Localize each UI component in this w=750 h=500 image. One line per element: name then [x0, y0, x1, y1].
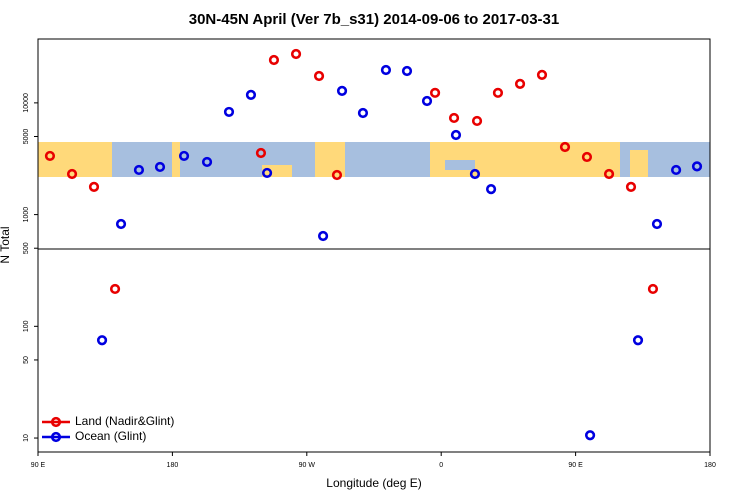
data-point [201, 156, 213, 168]
y-tick-label: 50 [23, 356, 30, 364]
plot-frame [37, 38, 711, 453]
data-point [317, 230, 329, 242]
data-point [448, 112, 460, 124]
data-point [268, 54, 280, 66]
data-point [485, 184, 497, 195]
data-point [109, 283, 121, 295]
data-point [290, 48, 302, 60]
data-point [96, 335, 108, 346]
data-point [401, 65, 413, 77]
data-point [492, 87, 504, 98]
chart-title: 30N-45N April (Ver 7b_s31) 2014-09-06 to… [189, 11, 559, 28]
data-point [632, 335, 644, 346]
x-tick-label: 0 [439, 462, 443, 469]
data-point [133, 164, 145, 176]
data-point [581, 151, 593, 163]
data-point [603, 168, 615, 180]
map-strip [38, 142, 710, 177]
data-point [536, 69, 548, 80]
data-point [313, 70, 325, 82]
data-point [115, 218, 127, 230]
y-tick-label: 500 [23, 242, 30, 254]
x-tick-label: 90 E [31, 462, 46, 469]
x-tick-label: 180 [704, 462, 716, 469]
x-tick-label: 90 E [568, 462, 583, 469]
data-point [66, 168, 78, 180]
data-point [154, 161, 166, 173]
data-point [331, 169, 343, 181]
data-point [336, 85, 348, 96]
data-point [357, 107, 369, 119]
data-point [223, 106, 235, 118]
legend-marker [50, 416, 62, 428]
data-point [514, 78, 526, 89]
legend-label: Ocean (Glint) [75, 429, 146, 443]
data-point [88, 181, 100, 192]
data-point [471, 115, 483, 127]
y-tick-label: 1000 [23, 207, 30, 223]
y-tick-label: 5000 [23, 129, 30, 145]
data-point [559, 141, 571, 153]
data-point [651, 218, 663, 230]
y-tick-label: 10000 [23, 93, 30, 113]
data-point [647, 283, 659, 295]
data-point [691, 161, 703, 172]
data-point [245, 89, 257, 100]
data-point [178, 150, 190, 162]
data-point [429, 87, 441, 98]
data-point [450, 129, 462, 141]
data-point [671, 164, 682, 176]
x-tick-label: 180 [167, 462, 179, 469]
legend-label: Land (Nadir&Glint) [75, 414, 174, 428]
y-tick-label: 10 [23, 434, 30, 442]
data-point [261, 167, 273, 179]
data-point [44, 150, 56, 162]
data-point [625, 181, 637, 192]
data-point [469, 168, 481, 180]
data-point [380, 64, 392, 76]
data-point [255, 147, 267, 159]
y-tick-label: 100 [23, 320, 30, 332]
y-axis-label: N Total [0, 226, 12, 263]
x-tick-label: 90 W [299, 462, 316, 469]
data-point [584, 430, 596, 441]
legend-marker [50, 431, 62, 443]
data-point [421, 95, 433, 107]
x-axis-label: Longitude (deg E) [326, 476, 421, 490]
